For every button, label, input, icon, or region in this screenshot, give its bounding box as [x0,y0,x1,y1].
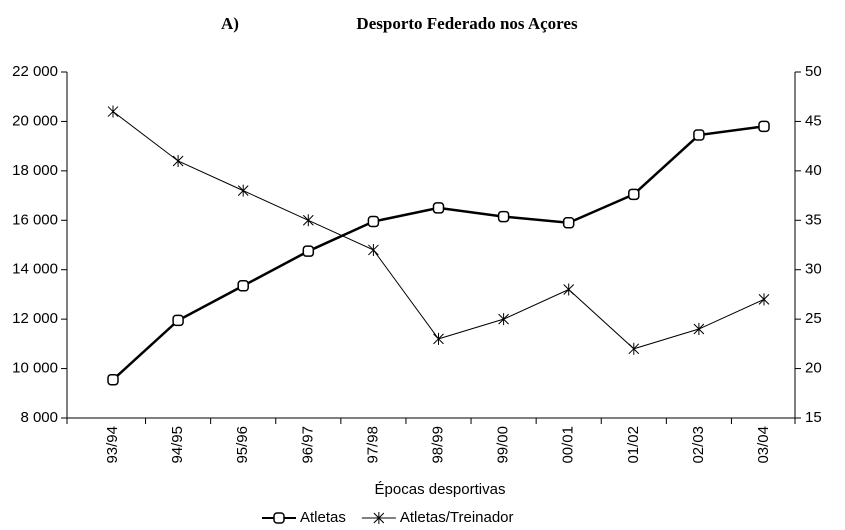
x-axis-title: Épocas desportivas [375,481,506,498]
point [107,105,119,118]
point [367,215,380,228]
point [758,120,770,133]
y-tick-label: 10 000 [12,360,58,377]
point [237,280,249,292]
y-tick-label: 18 000 [12,162,58,179]
x-tick-label: 00/01 [560,426,577,464]
y2-tick-label: 30 [805,261,822,278]
point [628,342,640,355]
y2-tick-label: 40 [805,162,822,179]
y2-tick-label: 50 [805,63,822,80]
y2-tick-label: 15 [805,409,822,426]
point [562,217,575,229]
legend-label: Atletas/Treinador [400,509,514,526]
x-tick-label: 98/99 [429,426,446,464]
point [302,245,315,257]
y-tick-label: 12 000 [12,310,58,327]
legend-label: Atletas [300,509,346,526]
x-tick-label: 94/95 [169,426,186,464]
y2-tick-label: 25 [805,310,822,327]
point [172,314,184,327]
point [497,210,510,223]
y2-tick-label: 20 [805,360,822,377]
y2-tick-label: 35 [805,211,822,228]
point [237,184,249,197]
x-tick-label: 96/97 [299,426,316,464]
x-tick-label: 95/96 [234,426,251,464]
chart-title: Desporto Federado nos Açores [356,14,578,33]
x-tick-label: 01/02 [625,426,642,464]
point [433,332,444,345]
panel-label: A) [221,14,239,33]
point [628,188,640,201]
point [693,129,705,141]
x-tick-label: 02/03 [690,426,707,464]
legend-marker [273,512,285,524]
x-tick-label: 97/98 [364,426,381,464]
y-tick-label: 14 000 [12,261,58,278]
y-tick-label: 8 000 [20,409,58,426]
point [107,373,119,386]
y-tick-label: 20 000 [12,112,58,129]
x-tick-label: 03/04 [755,426,772,464]
y-tick-label: 22 000 [12,63,58,80]
y2-tick-label: 45 [805,112,822,129]
point [758,293,770,306]
point [368,243,379,256]
point [563,283,575,296]
point [432,202,445,214]
point [302,214,314,227]
point [693,323,705,336]
legend-marker [373,512,385,524]
point [498,313,509,326]
x-tick-label: 93/94 [104,426,121,464]
series-line [112,111,765,350]
y-tick-label: 16 000 [12,211,58,228]
x-tick-label: 99/00 [495,426,512,464]
point [172,154,184,167]
